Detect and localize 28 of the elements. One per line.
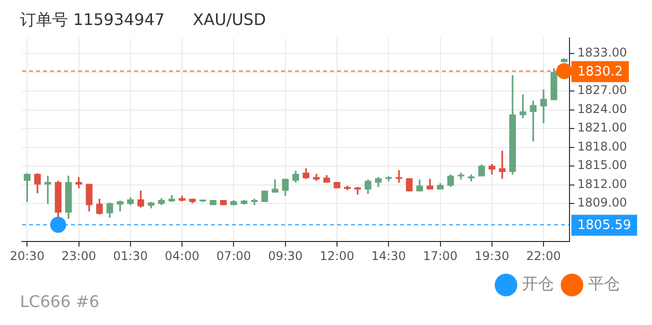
ref-line-label: 1830.2 xyxy=(577,64,623,80)
y-tick-label: 1818.00 xyxy=(577,139,627,154)
x-tick-label: 01:30 xyxy=(113,248,148,263)
candlestick xyxy=(396,170,402,183)
chart-title: 订单号 115934947 xyxy=(20,10,165,29)
text: LC666 #6 xyxy=(20,292,100,311)
chart-subtitle: XAU/USD xyxy=(192,10,266,29)
x-tick-label: 23:00 xyxy=(62,248,96,263)
x-tick-label: 20:30 xyxy=(10,248,44,263)
y-tick-label: 1812.00 xyxy=(577,176,627,191)
legend-label: 平仓 xyxy=(588,274,620,294)
x-tick-label: 12:00 xyxy=(320,248,354,263)
x-tick-label: 04:00 xyxy=(164,248,200,263)
y-tick-label: 1824.00 xyxy=(577,102,627,116)
x-tick-label: 09:30 xyxy=(268,248,303,263)
y-tick-label: 1833.00 xyxy=(577,46,627,60)
x-tick-label: 07:00 xyxy=(216,248,252,263)
y-tick-label: 1827.00 xyxy=(577,83,627,98)
y-tick-label: 1815.00 xyxy=(577,158,627,172)
x-tick-label: 22:00 xyxy=(526,248,561,263)
y-tick-label: 1809.00 xyxy=(577,196,627,210)
y-tick-label: 1821.00 xyxy=(577,120,627,135)
candlestick xyxy=(540,90,547,124)
legend-label: 开仓 xyxy=(522,274,554,294)
x-tick-label: 14:30 xyxy=(371,248,406,263)
x-tick-label: 17:00 xyxy=(422,248,458,263)
ref-line-label: 1805.59 xyxy=(577,218,632,234)
x-tick-label: 19:30 xyxy=(474,248,510,263)
